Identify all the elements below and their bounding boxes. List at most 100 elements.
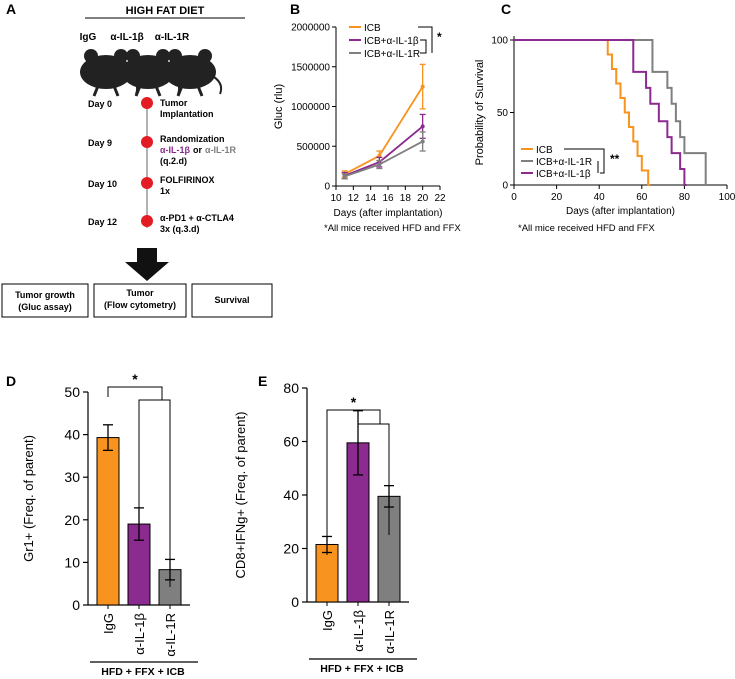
timeline-dot — [141, 97, 153, 109]
x-tick-label: IgG — [101, 613, 116, 634]
x-axis-label: Days (after implantation) — [566, 206, 675, 217]
timeline-event: Randomization — [160, 134, 225, 144]
y-axis-label: Gr1+ (Freq. of parent) — [21, 435, 36, 562]
x-tick-label: α-IL-1R — [382, 610, 397, 654]
timeline-schedule: (q.2.d) — [160, 156, 187, 166]
y-tick-label: 100 — [491, 36, 508, 47]
x-tick-label: 22 — [434, 193, 446, 204]
panel-c-chart: C 0 50 100 0 20 40 60 80 100 Days (after implanta… — [474, 1, 735, 234]
panel-d-letter: D — [6, 373, 16, 389]
legend-label: ICB — [364, 23, 381, 34]
x-tick-label: α-IL-1β — [132, 613, 147, 655]
y-tick-label: 10 — [64, 554, 80, 570]
panel-a-title: HIGH FAT DIET — [126, 5, 205, 17]
significance-bracket — [138, 399, 171, 587]
y-tick-label: 40 — [283, 487, 299, 503]
x-tick-label: 80 — [679, 192, 691, 203]
significance-label: * — [132, 371, 138, 387]
or-word: or — [193, 145, 202, 155]
significance-bracket — [420, 39, 427, 54]
group-il1r: α-IL-1R — [155, 32, 190, 43]
timeline-event: Implantation — [160, 109, 214, 119]
panel-c-letter: C — [501, 1, 511, 17]
timeline-day: Day 0 — [88, 99, 112, 109]
data-point — [377, 162, 382, 167]
timeline-event: 1x — [160, 186, 170, 196]
group-label: HFD + FFX + ICB — [320, 663, 404, 675]
timeline-dot — [141, 215, 153, 227]
x-tick-label: 18 — [400, 193, 412, 204]
x-tick-label: 14 — [365, 193, 377, 204]
significance-bracket — [107, 386, 163, 400]
x-tick-label: 100 — [719, 192, 735, 203]
significance-label: * — [437, 30, 442, 44]
outcome-label: Survival — [214, 295, 249, 305]
outcome-box-gluc — [1, 283, 89, 318]
x-tick-label: α-IL-1β — [351, 610, 366, 652]
y-tick-label: 50 — [64, 384, 80, 400]
outcome-label: (Gluc assay) — [18, 302, 72, 312]
significance-bracket — [418, 26, 433, 53]
mouse-icon — [80, 49, 139, 97]
timeline-event: FOLFIRINOX — [160, 175, 215, 185]
x-tick-label: 16 — [382, 193, 394, 204]
outcome-label: Tumor growth — [15, 290, 75, 300]
group-igg: IgG — [80, 32, 97, 43]
panel-e-chart: E 0 20 40 60 80 CD8+IFNg+ (Freq. of parent) Ig… — [233, 373, 417, 675]
y-tick-label: 20 — [64, 512, 80, 528]
legend-label: ICB+α-IL-1R — [364, 49, 420, 60]
x-tick-label: 20 — [551, 192, 563, 203]
y-tick-label: 0 — [324, 182, 330, 193]
timeline-dot — [141, 136, 153, 148]
data-point — [342, 174, 347, 179]
x-tick-label: 10 — [330, 193, 342, 204]
x-tick-label: α-IL-1R — [163, 613, 178, 657]
timeline-event: 3x (q.3.d) — [160, 224, 200, 234]
significance-bracket — [357, 423, 390, 535]
panel-b-chart: B 0 500000 1000000 1500000 2000000 10 12 14 16 18… — [273, 1, 461, 234]
timeline-dot — [141, 177, 153, 189]
outcome-box-survival — [191, 283, 273, 318]
legend-label: ICB+α-IL-1β — [536, 169, 591, 180]
mouse-icon — [164, 49, 223, 97]
significance-bracket — [326, 409, 381, 555]
y-tick-label: 2000000 — [291, 23, 330, 34]
x-tick-label: 12 — [348, 193, 360, 204]
legend-label: ICB — [536, 145, 553, 156]
significance-bracket — [564, 148, 605, 174]
series-line — [344, 86, 424, 175]
panel-e-letter: E — [258, 373, 267, 389]
x-tick-label: 40 — [594, 192, 606, 203]
x-tick-label: 60 — [636, 192, 648, 203]
survival-curve — [514, 39, 687, 186]
y-tick-label: 1000000 — [291, 102, 330, 113]
data-point — [420, 139, 425, 144]
bar — [96, 437, 120, 606]
drug-il1b: α-IL-1β — [160, 145, 191, 155]
timeline-event-drugs: α-IL-1β or α-IL-1R — [160, 145, 237, 155]
y-axis-label: Gluc (rlu) — [273, 84, 285, 129]
outcome-label: (Flow cytometry) — [104, 300, 176, 310]
timeline-event-icb: α-PD1 + α-CTLA4 — [160, 213, 234, 223]
y-tick-label: 1500000 — [291, 62, 330, 73]
legend-label: ICB+α-IL-1R — [536, 157, 592, 168]
y-tick-label: 30 — [64, 469, 80, 485]
timeline-event: Tumor — [160, 98, 188, 108]
y-tick-label: 0 — [291, 594, 299, 610]
y-tick-label: 0 — [72, 597, 80, 613]
data-point — [420, 84, 425, 89]
x-tick-label: 0 — [511, 192, 517, 203]
y-axis-label: Probability of Survival — [474, 60, 486, 166]
group-label: HFD + FFX + ICB — [101, 666, 185, 678]
y-tick-label: 0 — [502, 181, 508, 192]
significance-label: * — [351, 394, 357, 410]
footnote: *All mice received HFD and FFX — [324, 223, 461, 234]
y-tick-label: 60 — [283, 434, 299, 450]
legend-label: ICB+α-IL-1β — [364, 36, 419, 47]
significance-label: ** — [610, 152, 620, 166]
timeline-day: Day 12 — [88, 217, 117, 227]
panel-a-letter: A — [6, 1, 16, 17]
timeline-day: Day 9 — [88, 138, 112, 148]
x-tick-label: IgG — [320, 610, 335, 631]
